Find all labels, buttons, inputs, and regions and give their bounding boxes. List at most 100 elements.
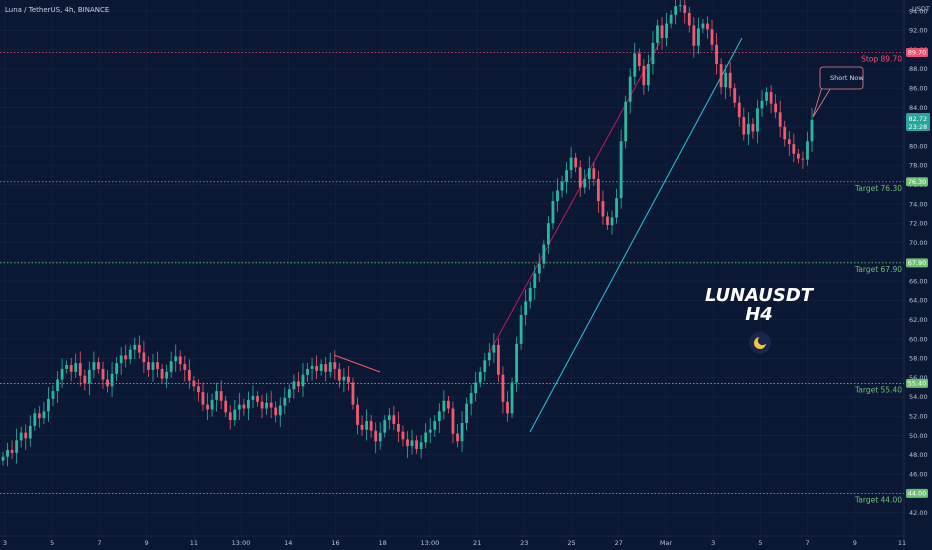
- y-tick-label: 66.00: [909, 277, 928, 285]
- candle-body: [142, 352, 146, 363]
- candle-body: [106, 379, 109, 387]
- y-tick-label: 80.00: [909, 142, 928, 150]
- candle-body: [628, 76, 632, 102]
- candle-body: [474, 382, 478, 394]
- candle-body: [78, 363, 82, 376]
- candle-body: [328, 362, 332, 372]
- candle-body: [1, 456, 5, 461]
- candle-body: [6, 449, 9, 457]
- short-callout: Short Now: [812, 66, 864, 118]
- candle-body: [728, 72, 732, 89]
- currency-label: USDT: [912, 5, 930, 13]
- callout-text: Short Now: [830, 74, 864, 82]
- candle-body: [178, 356, 182, 365]
- candle-body: [397, 423, 400, 432]
- candle-body: [269, 402, 273, 408]
- candle-body: [387, 415, 391, 421]
- chart-title: Luna / TetherUS, 4h, BINANCE: [5, 6, 109, 14]
- x-tick-label: Mar: [660, 539, 673, 547]
- candle-body: [247, 399, 250, 409]
- price-axis-bg: [904, 0, 932, 550]
- candle-body: [156, 362, 159, 369]
- candle-body: [465, 403, 468, 423]
- candle-body: [278, 405, 282, 416]
- y-tick-label: 54.00: [909, 393, 928, 401]
- level-tag-bg: [906, 378, 928, 388]
- candle-body: [74, 363, 78, 372]
- candle-body: [501, 374, 505, 402]
- candle-body: [110, 373, 114, 387]
- candle-body: [15, 440, 19, 453]
- candle-body: [437, 411, 441, 422]
- x-tick-label: 27: [615, 539, 623, 547]
- candle-body: [337, 368, 341, 381]
- y-tick-label: 78.00: [909, 162, 928, 170]
- candle-body: [137, 344, 141, 353]
- level-label: Target 44.00: [854, 495, 902, 504]
- candle-body: [301, 374, 305, 387]
- y-tick-label: 86.00: [909, 84, 928, 92]
- candle-body: [592, 168, 596, 179]
- y-tick-label: 48.00: [909, 451, 928, 459]
- y-tick-label: 46.00: [909, 470, 928, 478]
- candle-body: [274, 407, 278, 416]
- candle-body: [310, 366, 314, 369]
- candle-body: [128, 349, 132, 360]
- x-tick-label: 14: [284, 539, 292, 547]
- candle-body: [460, 422, 464, 442]
- candle-body: [56, 379, 59, 392]
- candle-body: [242, 404, 246, 409]
- last-price-countdown: 23:28: [909, 123, 928, 131]
- last-price-bg: [906, 113, 930, 131]
- candle-body: [356, 404, 359, 425]
- resistance-trendline: [333, 354, 381, 373]
- candle-body: [315, 366, 319, 371]
- candle-body: [147, 362, 150, 370]
- candle-body: [524, 301, 528, 315]
- candle-body: [610, 217, 614, 226]
- candle-body: [383, 420, 387, 433]
- candle-body: [169, 361, 173, 372]
- candle-body: [347, 376, 350, 383]
- candle-body: [446, 400, 450, 409]
- candle-body: [256, 395, 259, 402]
- candle-body: [556, 190, 559, 202]
- candle-body: [624, 101, 628, 142]
- candle-body: [28, 425, 32, 439]
- x-tick-label: 18: [379, 539, 387, 547]
- candle-body: [219, 391, 223, 401]
- x-axis-ticks: 3 5 7 9 11 13:00 14 16 18 13:00 21 23 25 27 Mar 3 5 7 9 11: [3, 539, 906, 547]
- level-label: Stop 89.70: [861, 54, 902, 63]
- candle-body: [678, 5, 682, 7]
- grid-lines: [0, 0, 904, 536]
- y-tick-label: 42.00: [909, 509, 928, 517]
- x-tick-label: 9: [853, 539, 857, 547]
- y-tick-label: 92.00: [909, 27, 928, 35]
- candle-body: [197, 386, 200, 393]
- candle-body: [519, 314, 523, 344]
- candle-body: [378, 432, 382, 442]
- candle-body: [215, 391, 219, 400]
- candle-body: [596, 178, 600, 202]
- candle-body: [810, 119, 814, 142]
- candle-body: [492, 344, 496, 353]
- y-tick-label: 88.00: [909, 65, 928, 73]
- candle-body: [265, 402, 269, 409]
- x-tick-label: 13:00: [421, 539, 440, 547]
- candle-body: [792, 144, 796, 154]
- candle-body: [369, 421, 373, 431]
- x-tick-label: 3: [3, 539, 7, 547]
- candle-body: [119, 355, 123, 364]
- candle-body: [160, 368, 164, 379]
- level-tag-value: 89.70: [908, 49, 927, 57]
- y-tick-label: 62.00: [909, 316, 928, 324]
- candles: [1, 0, 814, 467]
- last-price-value: 82.72: [909, 115, 928, 123]
- x-tick-label: 5: [50, 539, 54, 547]
- candle-body: [287, 389, 291, 398]
- candle-body: [587, 168, 591, 179]
- candle-body: [51, 391, 55, 399]
- candle-body: [133, 344, 137, 350]
- candle-body: [65, 365, 69, 369]
